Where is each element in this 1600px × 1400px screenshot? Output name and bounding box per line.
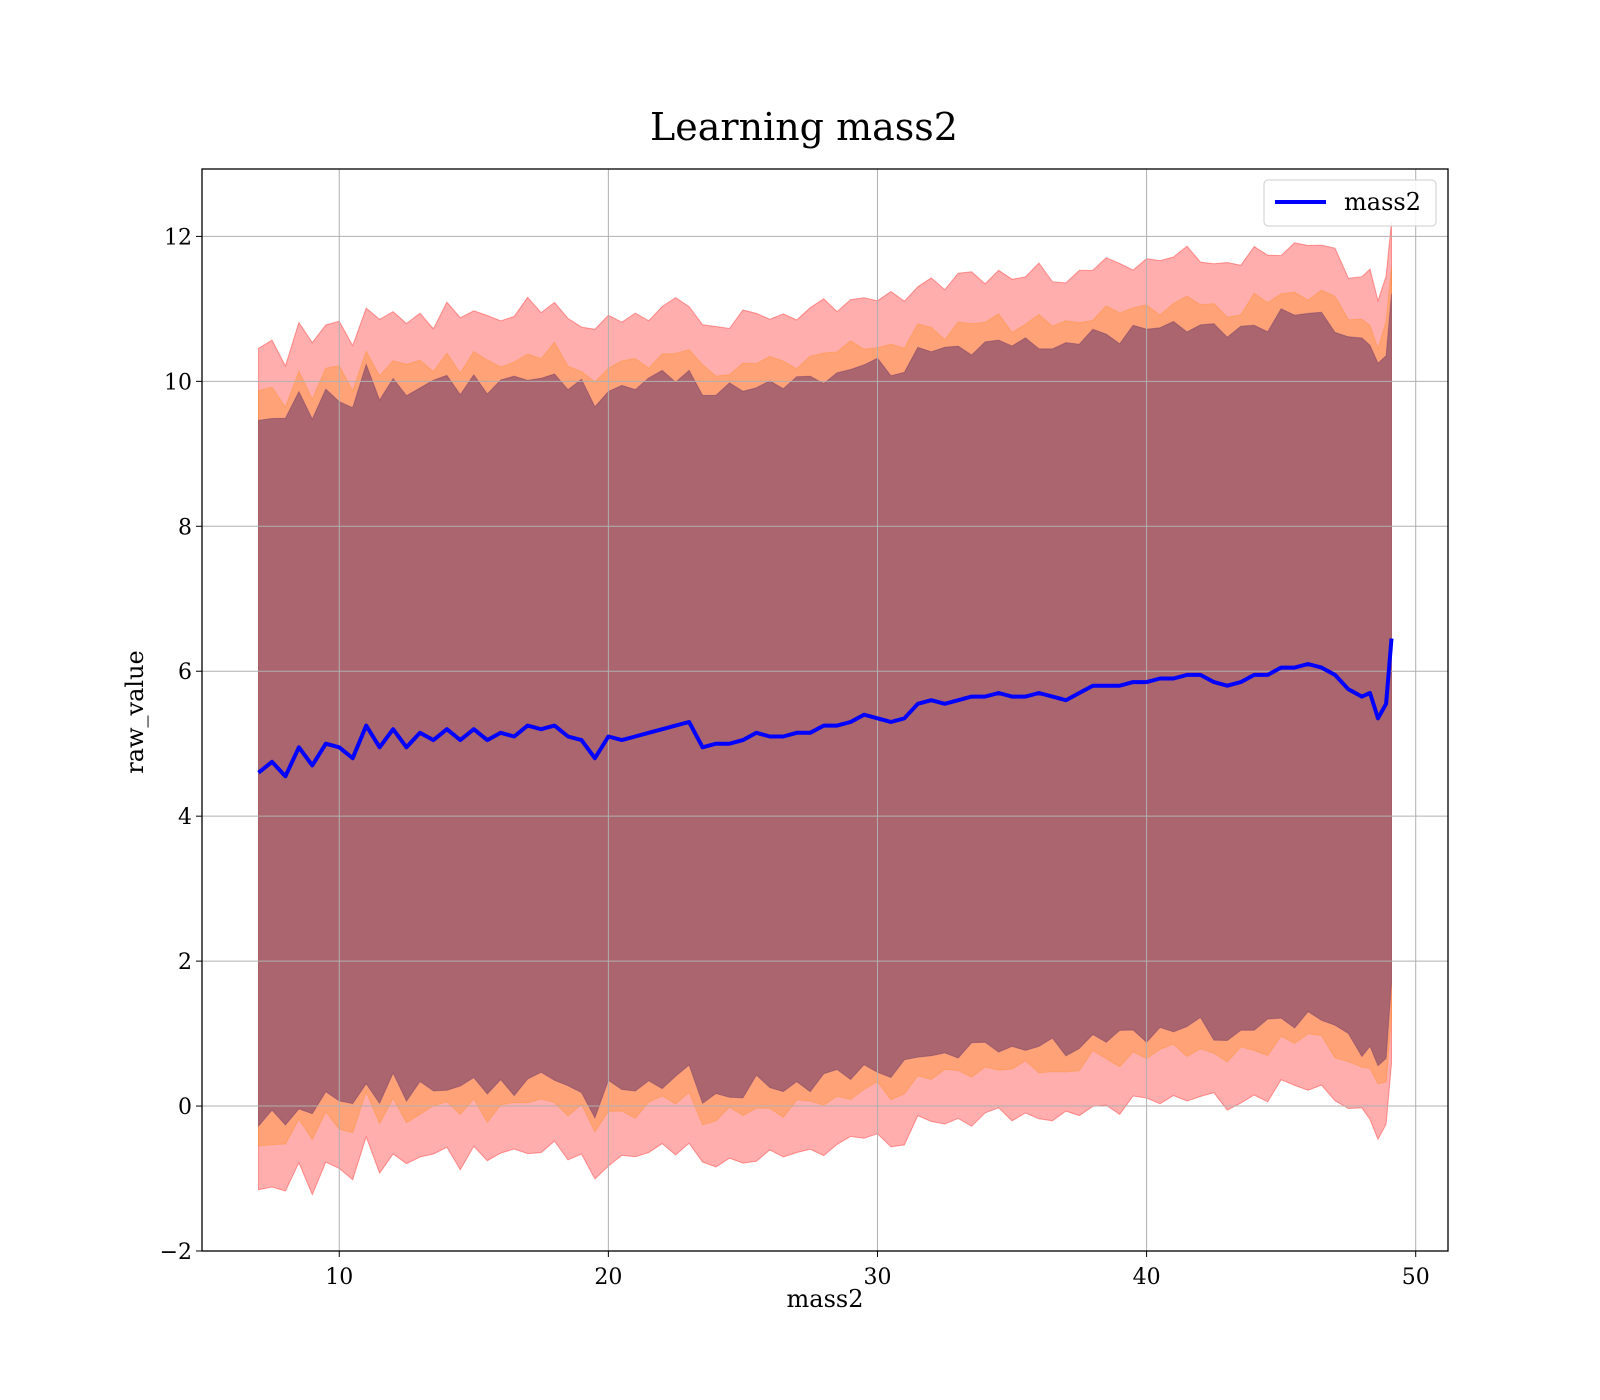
y-tick-label: −2	[160, 1240, 192, 1265]
y-tick-label: 4	[178, 805, 192, 830]
chart-title: Learning mass2	[650, 105, 958, 149]
y-axis-ticks: −2 0 2 4 6 8 10 12	[160, 225, 202, 1265]
legend-box	[1263, 179, 1437, 227]
confidence-bands	[258, 221, 1392, 1196]
y-axis-label: raw_value	[121, 650, 149, 774]
x-axis-label: mass2	[787, 1285, 864, 1313]
x-tick-label: 30	[863, 1265, 891, 1290]
series-lines	[257, 638, 1394, 779]
plot-area	[201, 168, 1449, 1252]
y-tick-label: 10	[164, 370, 192, 395]
y-tick-label: 2	[178, 950, 192, 975]
x-tick-label: 50	[1402, 1265, 1430, 1290]
y-tick-label: 8	[178, 515, 192, 540]
x-tick-label: 40	[1133, 1265, 1161, 1290]
legend: mass2	[1263, 179, 1437, 227]
y-tick-label: 0	[178, 1095, 192, 1120]
legend-label: mass2	[1344, 188, 1421, 216]
plot-frame	[201, 168, 1449, 1252]
x-axis-ticks: 10 20 30 40 50	[325, 1251, 1430, 1290]
y-tick-label: 6	[178, 660, 192, 685]
x-tick-label: 10	[325, 1265, 353, 1290]
series-line-mass2	[257, 638, 1394, 779]
x-tick-label: 20	[594, 1265, 622, 1290]
band-inner	[258, 293, 1392, 1128]
y-tick-label: 12	[164, 225, 192, 250]
